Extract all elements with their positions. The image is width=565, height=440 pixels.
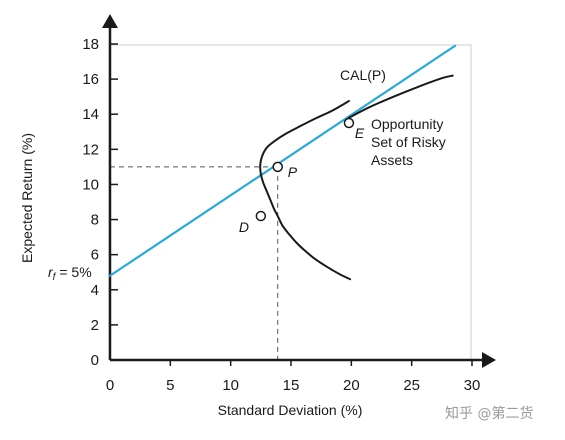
x-tick-label: 15: [283, 377, 300, 394]
y-tick-label: 18: [82, 36, 99, 53]
y-tick-label: 0: [91, 352, 99, 369]
opportunity-line-1: Opportunity: [371, 116, 443, 132]
opportunity-set-curve: [259, 100, 352, 281]
x-tick-label: 30: [464, 377, 481, 394]
opportunity-set-curve-upper: [347, 74, 454, 119]
x-tick-label: 5: [166, 377, 174, 394]
plot-frame: [108, 44, 472, 361]
y-axis-arrow: [102, 14, 118, 28]
point-p: [272, 161, 283, 173]
y-tick-label: 12: [82, 141, 99, 158]
y-tick-label: 10: [82, 176, 99, 193]
point-d: [255, 210, 267, 222]
x-tick-label: 25: [403, 377, 420, 394]
y-tick-label: 4: [91, 282, 99, 299]
x-tick-label: 20: [343, 377, 360, 394]
y-tick-label: 16: [82, 71, 99, 88]
point-label-e: E: [355, 125, 365, 141]
opportunity-line-2: Set of Risky: [371, 134, 446, 150]
point-label-p: P: [288, 164, 298, 180]
y-tick-label: 8: [91, 212, 99, 229]
x-axis-arrow: [482, 352, 496, 368]
x-tick-label: 10: [222, 377, 239, 394]
y-axis-title: Expected Return (%): [19, 133, 35, 263]
opportunity-annotation: Opportunity Set of Risky Assets: [371, 116, 450, 168]
cal-annotation: CAL(P): [340, 67, 386, 83]
point-label-d: D: [239, 219, 249, 235]
watermark: 知乎 @第二货: [445, 405, 533, 422]
point-e: [343, 117, 355, 129]
y-tick-label: 6: [91, 247, 99, 264]
opportunity-line-3: Assets: [371, 152, 413, 168]
rf-label: rf = 5%: [48, 264, 92, 283]
y-tick-label: 2: [91, 317, 99, 334]
x-axis-title: Standard Deviation (%): [218, 402, 363, 418]
x-tick-label: 0: [106, 377, 114, 394]
cal-line: [109, 44, 457, 277]
y-tick-label: 14: [82, 106, 99, 123]
